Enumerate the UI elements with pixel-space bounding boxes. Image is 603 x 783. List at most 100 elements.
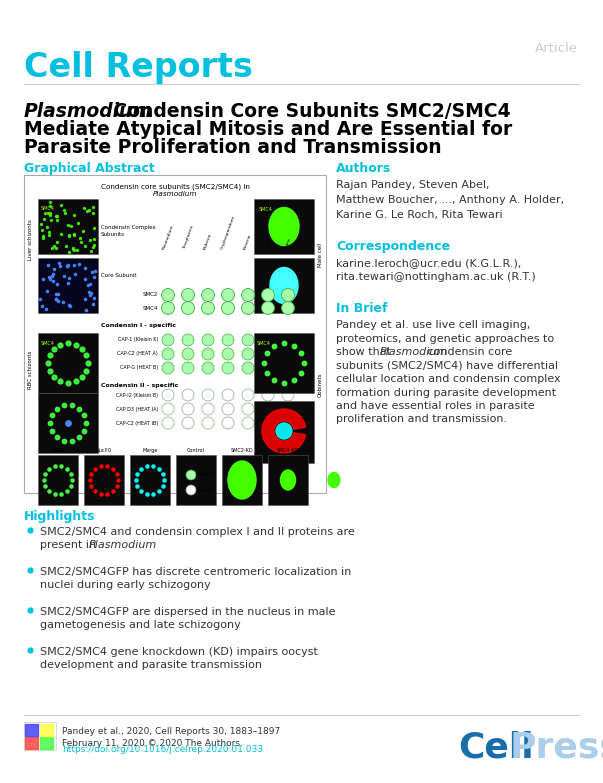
Bar — [268, 455, 308, 505]
Text: show that: show that — [336, 347, 394, 357]
Point — [80, 424, 89, 437]
Point — [136, 463, 146, 475]
Bar — [40, 724, 53, 736]
Point — [74, 217, 83, 229]
Point — [52, 278, 62, 290]
Point — [299, 357, 309, 370]
Point — [44, 226, 54, 239]
Circle shape — [201, 301, 215, 315]
Point — [154, 463, 163, 475]
Point — [158, 480, 168, 493]
Text: Eimeria: Eimeria — [243, 233, 253, 250]
Text: Cryptosporidium: Cryptosporidium — [220, 215, 236, 250]
Point — [69, 244, 78, 256]
Circle shape — [182, 362, 194, 374]
Point — [49, 263, 59, 276]
Bar — [38, 393, 98, 453]
Text: nuclei during early schizogony: nuclei during early schizogony — [40, 580, 211, 590]
Circle shape — [202, 362, 214, 374]
Point — [69, 229, 79, 242]
Point — [89, 222, 99, 234]
Text: SMC4: SMC4 — [41, 206, 55, 211]
Text: CAP-G (HEAT B): CAP-G (HEAT B) — [120, 366, 158, 370]
Point — [85, 474, 95, 486]
Point — [113, 474, 123, 486]
Point — [69, 228, 78, 240]
Point — [86, 287, 96, 299]
Point — [88, 207, 98, 220]
Point — [133, 480, 142, 493]
Point — [52, 209, 62, 222]
Circle shape — [186, 485, 196, 495]
Text: Plasmodium: Plasmodium — [380, 347, 448, 357]
Circle shape — [282, 348, 294, 360]
Point — [78, 225, 88, 237]
Point — [42, 221, 52, 233]
Point — [52, 402, 62, 415]
Text: In Brief: In Brief — [336, 302, 388, 315]
Text: Graphical Abstract: Graphical Abstract — [24, 162, 155, 175]
Bar — [38, 333, 98, 393]
Circle shape — [242, 403, 254, 415]
Point — [75, 232, 84, 244]
Point — [64, 272, 74, 284]
Text: and have essential roles in parasite: and have essential roles in parasite — [336, 401, 535, 411]
Circle shape — [182, 334, 194, 346]
Circle shape — [282, 301, 294, 315]
Bar — [38, 455, 78, 505]
Text: Viget: Viget — [264, 238, 272, 250]
Point — [42, 285, 51, 298]
Point — [108, 463, 118, 475]
Point — [67, 399, 77, 412]
Point — [46, 200, 55, 212]
Point — [89, 271, 99, 283]
Point — [90, 265, 100, 277]
Point — [96, 460, 106, 473]
Circle shape — [182, 288, 195, 301]
Point — [45, 463, 54, 475]
FancyBboxPatch shape — [24, 175, 326, 493]
Text: Plasmodium: Plasmodium — [153, 191, 197, 197]
Point — [80, 262, 90, 275]
Point — [131, 474, 141, 486]
Point — [40, 480, 50, 493]
Point — [69, 208, 79, 221]
Point — [279, 337, 289, 349]
Point — [62, 463, 72, 475]
Text: subunits (SMC2/SMC4) have differential: subunits (SMC2/SMC4) have differential — [336, 360, 558, 370]
Point — [85, 234, 95, 247]
Point — [87, 266, 97, 279]
Point — [51, 242, 61, 254]
Circle shape — [262, 362, 274, 374]
Circle shape — [222, 334, 234, 346]
Text: development and parasite transmission: development and parasite transmission — [40, 660, 262, 670]
Point — [279, 377, 289, 389]
Text: SMC2/SMC4 gene knockdown (KD) impairs oocyst: SMC2/SMC4 gene knockdown (KD) impairs oo… — [40, 647, 318, 657]
Point — [159, 474, 169, 486]
Text: CAP-I2 (Kleisin B): CAP-I2 (Kleisin B) — [116, 392, 158, 398]
Point — [46, 214, 56, 226]
Circle shape — [222, 389, 234, 401]
Point — [83, 357, 93, 370]
Point — [36, 293, 45, 305]
Circle shape — [162, 417, 174, 429]
Point — [55, 375, 65, 388]
Point — [55, 260, 65, 272]
Point — [59, 270, 69, 283]
Text: Toxoplasma: Toxoplasma — [182, 225, 194, 250]
Point — [148, 460, 158, 473]
Text: cellular location and condensin complex: cellular location and condensin complex — [336, 374, 561, 384]
Point — [59, 435, 69, 447]
Point — [136, 485, 146, 497]
Ellipse shape — [228, 461, 256, 499]
Point — [262, 347, 271, 359]
Text: Pandey et al., 2020, Cell Reports 30, 1883–1897
February 11, 2020 © 2020 The Aut: Pandey et al., 2020, Cell Reports 30, 18… — [62, 727, 280, 749]
Point — [84, 286, 93, 298]
Text: SMC2/SMC4GFP are dispersed in the nucleus in male: SMC2/SMC4GFP are dispersed in the nucleu… — [40, 607, 335, 617]
Circle shape — [202, 389, 214, 401]
Point — [63, 276, 73, 289]
Point — [142, 487, 152, 500]
Point — [65, 300, 75, 312]
Point — [42, 303, 51, 316]
Point — [56, 487, 66, 500]
